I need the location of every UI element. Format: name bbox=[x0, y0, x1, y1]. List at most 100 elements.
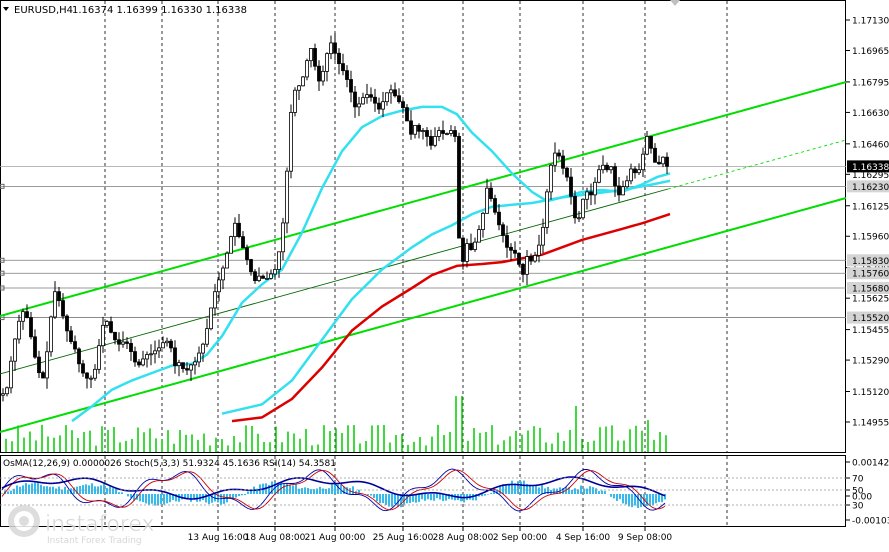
indicator-panel-frame bbox=[0, 455, 846, 527]
candle-bear bbox=[457, 136, 461, 239]
price-tick-label: 1.15455 bbox=[852, 326, 889, 336]
candle-bear bbox=[345, 70, 349, 80]
candle-bull bbox=[309, 48, 313, 62]
symbol-label: EURUSD,H4 bbox=[14, 5, 73, 16]
time-tick-label: 18 Aug 08:00 bbox=[245, 533, 306, 543]
candle-bull bbox=[93, 368, 97, 379]
candle-bull bbox=[361, 97, 365, 105]
price-tick-label: 1.16795 bbox=[852, 78, 889, 88]
candle-bear bbox=[69, 330, 73, 343]
level-handle bbox=[0, 257, 5, 263]
level-box bbox=[847, 311, 889, 324]
price-tick-label: 1.15625 bbox=[852, 295, 889, 305]
candle-bull bbox=[625, 180, 629, 188]
instaforex-logo: instaforex Instant Forex Trading bbox=[8, 505, 155, 546]
candle-bull bbox=[257, 275, 261, 282]
price-tick-label: 1.15960 bbox=[852, 233, 889, 243]
candle-bull bbox=[525, 256, 529, 275]
candle-bull bbox=[541, 226, 545, 246]
candle-bear bbox=[73, 341, 77, 350]
cyan-ma-slow-line bbox=[221, 179, 671, 415]
level-handle bbox=[0, 183, 5, 189]
price-panel-frame bbox=[0, 0, 846, 453]
candle-bull bbox=[201, 343, 205, 354]
candle-bear bbox=[237, 222, 241, 238]
candle-bull bbox=[537, 244, 541, 256]
candle-bear bbox=[521, 263, 525, 275]
indicator-tick-label: 0.00142 bbox=[852, 459, 889, 469]
candle-bear bbox=[441, 130, 445, 134]
candle-bear bbox=[565, 167, 569, 178]
candle-bear bbox=[461, 237, 465, 262]
candle-bear bbox=[133, 351, 137, 363]
candle-bull bbox=[609, 166, 613, 171]
current-price-box bbox=[847, 160, 889, 173]
candle-bull bbox=[293, 89, 297, 113]
candle-bear bbox=[613, 166, 617, 187]
volume-bars bbox=[5, 396, 667, 452]
candle-bull bbox=[21, 311, 25, 322]
candle-bear bbox=[29, 317, 33, 338]
candle-bear bbox=[37, 356, 41, 374]
candle-bear bbox=[405, 107, 409, 122]
candle-bull bbox=[485, 187, 489, 214]
candle-bull bbox=[233, 222, 237, 238]
candle-bear bbox=[125, 341, 129, 344]
candle-bull bbox=[385, 92, 389, 103]
level-box bbox=[847, 254, 889, 267]
candle-bull bbox=[269, 273, 273, 279]
candle-bear bbox=[665, 156, 669, 167]
candle-bear bbox=[337, 52, 341, 65]
candle-bull bbox=[49, 316, 53, 353]
candle-bull bbox=[321, 70, 325, 82]
price-tick-label: 1.15120 bbox=[852, 388, 889, 398]
level-handle bbox=[0, 285, 5, 291]
price-tick-label: 1.15290 bbox=[852, 357, 889, 367]
candle-bull bbox=[533, 255, 537, 262]
level-box bbox=[847, 282, 889, 294]
candle-bear bbox=[65, 315, 69, 332]
indicator-values: OsMA(12,26,9) 0.0000026 Stoch(5,3,3) 51.… bbox=[3, 459, 336, 469]
current-price-label: 1.16338 bbox=[852, 163, 889, 173]
candle-bull bbox=[161, 342, 165, 349]
candle-bull bbox=[101, 324, 105, 347]
candle-bear bbox=[569, 176, 573, 197]
candle-bear bbox=[633, 168, 637, 174]
candle-bull bbox=[297, 85, 301, 91]
candle-bear bbox=[409, 120, 413, 135]
candle-bear bbox=[113, 331, 117, 341]
candle-bear bbox=[617, 185, 621, 196]
red-ma-line bbox=[231, 212, 671, 423]
candle-bull bbox=[413, 124, 417, 135]
level-handle bbox=[0, 270, 5, 276]
candle-bull bbox=[601, 164, 605, 171]
candle-bear bbox=[317, 65, 321, 82]
dropdown-arrow-icon[interactable] bbox=[3, 7, 9, 11]
channel-upper-line bbox=[0, 81, 847, 317]
level-label: 1.15760 bbox=[852, 270, 889, 280]
candle-bull bbox=[437, 130, 441, 137]
candle-bear bbox=[393, 89, 397, 97]
candle-bear bbox=[505, 235, 509, 248]
candle-bull bbox=[225, 252, 229, 269]
candle-bear bbox=[657, 161, 661, 165]
candle-bull bbox=[9, 360, 13, 389]
stoch-main-line bbox=[1, 468, 666, 512]
candle-bull bbox=[273, 269, 277, 275]
candle-bull bbox=[153, 350, 157, 355]
candle-bull bbox=[433, 136, 437, 146]
candle-bull bbox=[481, 212, 485, 230]
candle-bull bbox=[357, 103, 361, 108]
candle-bear bbox=[25, 311, 29, 318]
candle-bull bbox=[5, 387, 9, 395]
watermark-tagline: Instant Forex Trading bbox=[47, 536, 142, 546]
indicator-tick-label: 70 bbox=[852, 475, 864, 485]
shift-marker-icon[interactable] bbox=[670, 0, 680, 6]
time-tick-label: 13 Aug 16:00 bbox=[188, 533, 249, 543]
candle-bull bbox=[1, 393, 5, 396]
candle-bear bbox=[313, 48, 317, 67]
candle-bull bbox=[149, 353, 153, 356]
indicator-lines bbox=[1, 468, 666, 512]
